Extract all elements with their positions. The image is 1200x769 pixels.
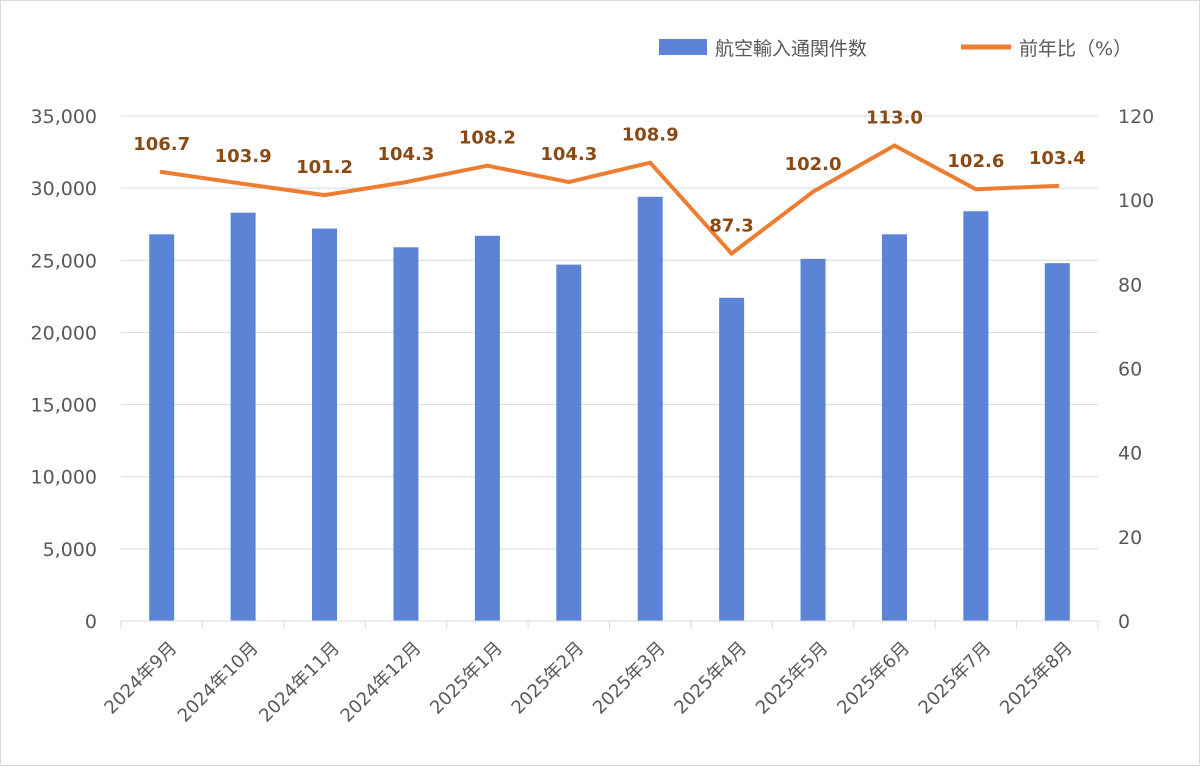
x-category-label: 2025年1月: [426, 638, 507, 719]
bar: [230, 212, 256, 621]
bar: [1044, 263, 1070, 621]
bar: [556, 264, 582, 621]
right-tick-label: 60: [1118, 359, 1142, 381]
line-point: [648, 160, 653, 165]
left-axis-ticks: 0 5,000 10,000 15,000 20,000 25,000 30,000 35,0…: [31, 106, 97, 633]
bar: [800, 258, 826, 621]
left-tick-label: 0: [85, 611, 97, 633]
left-tick-label: 20,000: [31, 322, 97, 344]
left-tick-label: 15,000: [31, 395, 97, 417]
x-category-label: 2024年9月: [100, 638, 181, 719]
right-tick-label: 40: [1118, 443, 1142, 465]
line-point: [159, 169, 164, 174]
line-path: [159, 143, 1060, 256]
left-tick-label: 30,000: [31, 178, 97, 200]
data-label: 108.9: [622, 125, 679, 146]
x-category-label: 2024年10月: [174, 638, 263, 727]
left-tick-label: 25,000: [31, 250, 97, 272]
bar: [881, 234, 907, 622]
data-label: 102.0: [785, 154, 842, 175]
bar: [719, 297, 745, 621]
bar: [393, 247, 419, 622]
right-tick-label: 0: [1118, 611, 1130, 633]
right-axis-ticks: 0 20 40 60 80 100 120: [1118, 106, 1154, 633]
x-category-label: 2025年8月: [996, 638, 1077, 719]
x-category-label: 2025年7月: [915, 638, 996, 719]
x-category-label: 2025年6月: [833, 638, 914, 719]
line-point: [485, 163, 490, 168]
line-point: [892, 143, 897, 148]
x-category-label: 2025年2月: [508, 638, 589, 719]
bar: [474, 235, 500, 621]
x-category-label: 2025年5月: [752, 638, 833, 719]
line-point: [973, 187, 978, 192]
data-label: 104.3: [377, 144, 434, 165]
right-tick-label: 20: [1118, 527, 1142, 549]
x-category-label: 2024年11月: [255, 638, 344, 727]
data-label: 87.3: [709, 216, 753, 237]
legend-swatch-bar: [659, 39, 707, 55]
data-label: 102.6: [947, 151, 1004, 172]
x-category-label: 2024年12月: [337, 638, 426, 727]
line-point: [729, 251, 734, 256]
bar: [637, 196, 663, 622]
line-point: [322, 193, 327, 198]
bar: [963, 211, 989, 621]
line-point: [241, 181, 246, 186]
data-labels: 106.7 103.9 101.2 104.3 108.2 104.3 108.9 87.3 1…: [133, 107, 1086, 236]
left-tick-label: 5,000: [43, 539, 97, 561]
line-point: [403, 180, 408, 185]
left-tick-label: 35,000: [31, 106, 97, 128]
right-tick-label: 100: [1118, 190, 1154, 212]
legend-label-bar: 航空輸入通関件数: [715, 38, 867, 60]
bar: [149, 234, 175, 622]
bar: [312, 228, 338, 622]
legend-label-line: 前年比（%）: [1019, 38, 1132, 60]
gridlines: [121, 115, 1098, 550]
line-point: [566, 180, 571, 185]
right-tick-label: 80: [1118, 274, 1142, 296]
data-label: 108.2: [459, 128, 516, 149]
bar-series: [149, 196, 1070, 622]
data-label: 106.7: [133, 134, 190, 155]
legend: 航空輸入通関件数 前年比（%）: [659, 38, 1132, 60]
data-label: 104.3: [540, 144, 597, 165]
x-category-label: 2025年3月: [589, 638, 670, 719]
left-tick-label: 10,000: [31, 467, 97, 489]
line-series: [159, 143, 1060, 256]
right-tick-label: 120: [1118, 106, 1154, 128]
line-point: [811, 189, 816, 194]
data-label: 101.2: [296, 157, 353, 178]
data-label: 103.4: [1029, 148, 1086, 169]
data-label: 103.9: [215, 146, 272, 167]
x-category-label: 2025年4月: [670, 638, 751, 719]
data-label: 113.0: [866, 107, 923, 128]
line-point: [1055, 183, 1060, 188]
